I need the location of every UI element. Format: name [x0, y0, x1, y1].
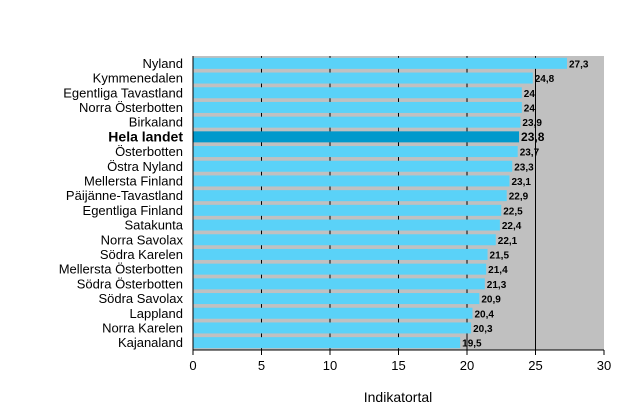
category-label: Kajanaland	[118, 335, 183, 350]
category-label: Päijänne-Tavastland	[66, 188, 183, 203]
x-tick-labels: 0 5 10 15 20 25 30	[189, 56, 611, 373]
bar	[193, 87, 522, 99]
value-label: 27,3	[569, 59, 589, 70]
category-label: Egentliga Tavastland	[63, 85, 183, 100]
x-tick-label: 30	[597, 358, 611, 373]
bar	[193, 131, 520, 143]
category-label: Norra Karelen	[102, 320, 183, 335]
category-label: Egentliga Finland	[83, 203, 183, 218]
category-label: Hela landet	[108, 128, 183, 144]
value-label: 24	[524, 103, 536, 114]
category-label: Södra Karelen	[100, 247, 183, 262]
category-label: Nyland	[143, 56, 183, 71]
value-label: 22,5	[503, 206, 523, 217]
value-label: 23,9	[522, 118, 542, 129]
x-tick-label: 20	[460, 358, 474, 373]
value-label: 23,7	[520, 148, 540, 159]
category-label: Mellersta Finland	[84, 173, 183, 188]
value-label: 20,9	[481, 295, 501, 306]
value-label: 21,3	[487, 280, 507, 291]
bar	[193, 101, 522, 113]
bar	[193, 337, 461, 349]
bar	[193, 72, 533, 84]
value-label: 23,1	[511, 177, 531, 188]
bar	[193, 263, 487, 275]
value-label: 24	[524, 89, 536, 100]
x-tick-label: 0	[189, 358, 196, 373]
value-labels: 27,3 24,8 24 24 23,923,8 23,7 23,3 23,1 22,9 22,5…	[462, 59, 589, 349]
category-label: Österbotten	[115, 144, 183, 159]
value-label: 22,1	[498, 236, 518, 247]
category-label: Södra Savolax	[98, 291, 183, 306]
category-label: Kymmenedalen	[93, 71, 183, 86]
x-axis-label: Indikatortal	[364, 389, 432, 405]
bar	[193, 160, 513, 172]
bar	[193, 322, 472, 334]
value-label: 22,9	[509, 192, 529, 203]
bar	[193, 57, 568, 69]
bar	[193, 219, 500, 231]
x-tick-label: 15	[391, 358, 405, 373]
x-tick-label: 25	[528, 358, 542, 373]
value-label: 24,8	[535, 74, 555, 85]
value-label: 23,3	[514, 162, 534, 173]
bar	[193, 116, 521, 128]
x-tick-label: 10	[323, 358, 337, 373]
category-label: Lappland	[130, 306, 184, 321]
x-tick-label: 5	[258, 358, 265, 373]
value-label: 21,5	[490, 250, 510, 261]
value-label: 19,5	[462, 339, 482, 350]
bar	[193, 307, 473, 319]
bar	[193, 204, 502, 216]
bar	[193, 248, 488, 260]
value-label: 20,3	[473, 324, 493, 335]
category-label: Norra Savolax	[101, 232, 184, 247]
bar	[193, 175, 510, 187]
value-label: 22,4	[502, 221, 522, 232]
bar	[193, 234, 496, 246]
value-label: 23,8	[521, 130, 545, 144]
bar	[193, 146, 518, 158]
category-label: Mellersta Österbotten	[59, 262, 183, 277]
category-label: Birkaland	[129, 115, 183, 130]
value-label: 21,4	[488, 265, 508, 276]
value-label: 20,4	[474, 309, 494, 320]
category-label: Östra Nyland	[107, 159, 183, 174]
category-label: Satakunta	[124, 218, 183, 233]
category-label: Södra Österbotten	[77, 276, 183, 291]
bar	[193, 293, 480, 305]
category-label: Norra Österbotten	[79, 100, 183, 115]
bar	[193, 278, 485, 290]
bars	[193, 57, 568, 349]
bar	[193, 190, 507, 202]
